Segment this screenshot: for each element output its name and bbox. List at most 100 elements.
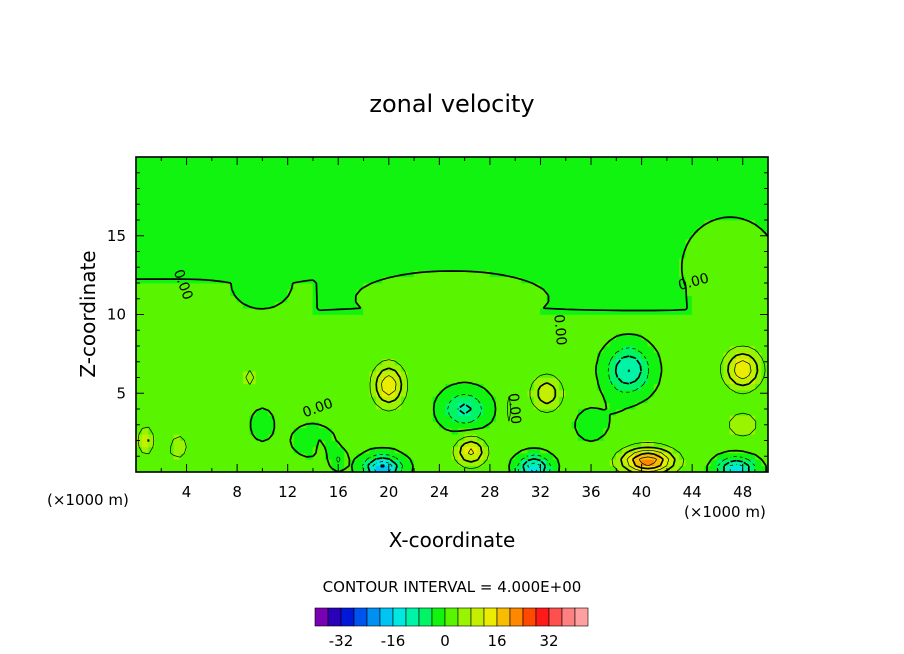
contour-cell	[527, 364, 535, 372]
contour-cell	[141, 169, 149, 177]
contour-cell	[622, 358, 630, 366]
contour-cell	[685, 169, 693, 177]
contour-cell	[552, 244, 560, 252]
contour-cell	[609, 383, 617, 391]
contour-cell	[299, 288, 307, 296]
contour-cell	[173, 351, 181, 359]
contour-cell	[230, 465, 238, 472]
contour-cell	[262, 364, 270, 372]
contour-cell	[761, 194, 768, 202]
contour-cell	[653, 169, 661, 177]
contour-cell	[533, 446, 541, 454]
contour-cell	[698, 257, 706, 265]
contour-cell	[559, 225, 567, 233]
contour-cell	[426, 402, 434, 410]
contour-cell	[211, 225, 219, 233]
contour-cell	[148, 440, 156, 448]
contour-cell	[306, 219, 314, 227]
contour-cell	[495, 370, 503, 378]
contour-cell	[514, 383, 522, 391]
contour-cell	[243, 169, 251, 177]
contour-cell	[388, 263, 396, 271]
contour-cell	[407, 383, 415, 391]
contour-cell	[249, 207, 257, 215]
contour-cell	[268, 207, 276, 215]
contour-cell	[382, 333, 390, 341]
contour-cell	[439, 162, 447, 170]
contour-cell	[136, 307, 143, 315]
contour-cell	[464, 364, 472, 372]
contour-cell	[704, 238, 712, 246]
contour-cell	[224, 452, 232, 460]
contour-cell	[464, 345, 472, 353]
contour-cell	[350, 446, 358, 454]
contour-cell	[710, 162, 718, 170]
contour-cell	[344, 157, 352, 164]
contour-cell	[356, 213, 364, 221]
contour-cell	[527, 465, 535, 472]
contour-cell	[306, 251, 314, 259]
contour-cell	[552, 452, 560, 460]
contour-cell	[755, 276, 763, 284]
contour-cell	[679, 320, 687, 328]
contour-cell	[407, 169, 415, 177]
contour-cell	[154, 307, 162, 315]
contour-cell	[167, 307, 175, 315]
contour-cell	[236, 238, 244, 246]
contour-cell	[426, 200, 434, 208]
contour-cell	[236, 402, 244, 410]
contour-cell	[508, 307, 516, 315]
contour-cell	[230, 238, 238, 246]
contour-cell	[717, 238, 725, 246]
contour-cell	[154, 213, 162, 221]
contour-cell	[495, 169, 503, 177]
contour-cell	[628, 169, 636, 177]
contour-cell	[281, 213, 289, 221]
contour-cell	[483, 370, 491, 378]
contour-cell	[691, 383, 699, 391]
contour-cell	[249, 345, 257, 353]
contour-cell	[186, 225, 194, 233]
contour-cell	[641, 276, 649, 284]
contour-cell	[445, 213, 453, 221]
contour-cell	[653, 295, 661, 303]
contour-cell	[426, 345, 434, 353]
contour-cell	[255, 314, 263, 322]
contour-cell	[653, 225, 661, 233]
contour-cell	[552, 345, 560, 353]
contour-cell	[666, 459, 674, 467]
contour-cell	[748, 288, 756, 296]
contour-cell	[660, 339, 668, 347]
contour-cell	[597, 465, 605, 472]
contour-cell	[382, 232, 390, 240]
contour-cell	[186, 307, 194, 315]
contour-cell	[761, 339, 768, 347]
contour-cell	[141, 314, 149, 322]
contour-cell	[388, 320, 396, 328]
contour-cell	[325, 263, 333, 271]
contour-cell	[249, 377, 257, 385]
contour-cell	[407, 301, 415, 309]
contour-cell	[420, 433, 428, 441]
contour-cell	[268, 421, 276, 429]
contour-cell	[325, 320, 333, 328]
contour-cell	[179, 251, 187, 259]
contour-cell	[704, 408, 712, 416]
contour-cell	[318, 232, 326, 240]
contour-cell	[552, 157, 560, 164]
contour-cell	[249, 157, 257, 164]
contour-cell	[483, 440, 491, 448]
contour-cell	[186, 314, 194, 322]
contour-cell	[666, 169, 674, 177]
contour-cell	[198, 427, 206, 435]
contour-cell	[483, 194, 491, 202]
contour-cell	[160, 364, 168, 372]
contour-cell	[186, 244, 194, 252]
contour-cell	[729, 207, 737, 215]
contour-cell	[508, 339, 516, 347]
contour-cell	[186, 370, 194, 378]
contour-cell	[224, 377, 232, 385]
contour-cell	[565, 446, 573, 454]
contour-cell	[160, 263, 168, 271]
contour-cell	[255, 270, 263, 278]
